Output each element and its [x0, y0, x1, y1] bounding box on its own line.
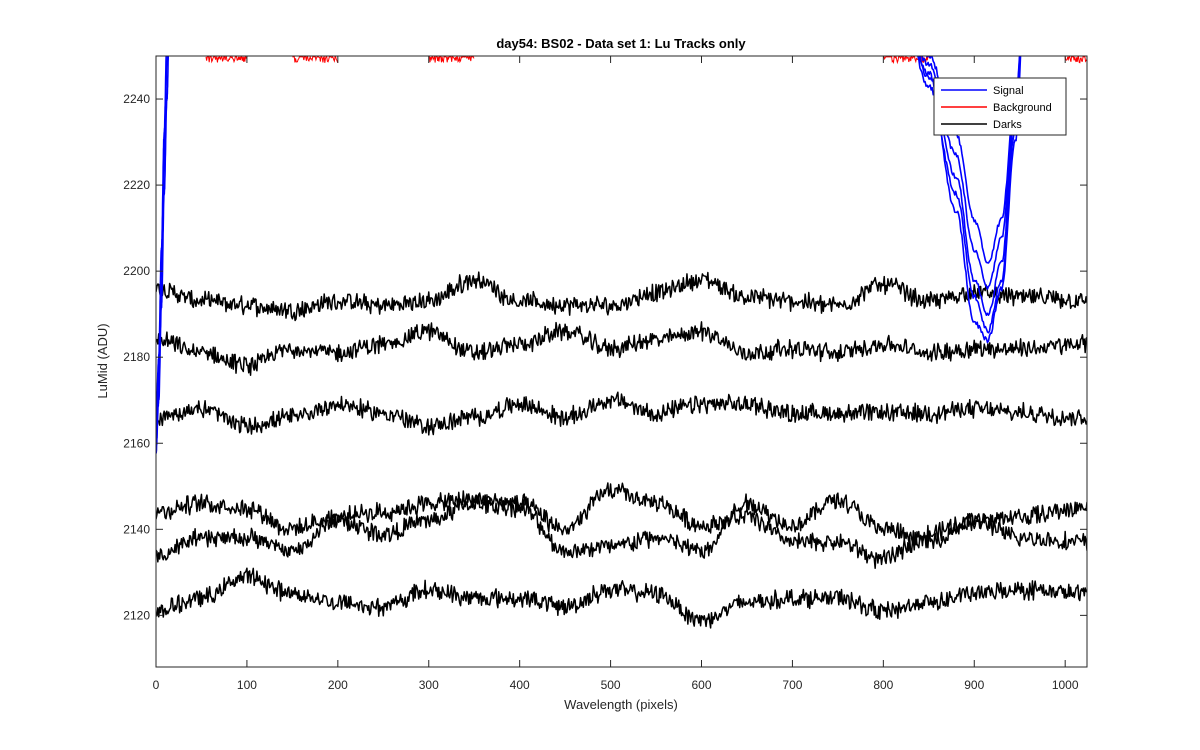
x-tick-label: 0 — [153, 678, 160, 692]
y-tick-label: 2180 — [123, 350, 150, 364]
series-darks-line-5 — [156, 482, 1087, 569]
y-tick-label: 2240 — [123, 92, 150, 106]
legend-label-background: Background — [993, 102, 1052, 114]
series-signal-line-15 — [919, 56, 1022, 344]
series-signal-line-10 — [156, 56, 167, 424]
x-tick-label: 100 — [237, 678, 257, 692]
series-darks-line-4 — [156, 391, 1087, 436]
series-darks-line-3 — [156, 321, 1087, 376]
x-tick-label: 600 — [691, 678, 711, 692]
legend-label-darks: Darks — [993, 119, 1022, 131]
x-tick-label: 500 — [601, 678, 621, 692]
series-background-line — [1064, 56, 1087, 64]
y-tick-label: 2160 — [123, 436, 150, 450]
y-tick-label: 2200 — [123, 264, 150, 278]
x-axis: 0 100 200 300 400 500 600 700 800 900 1000 — [153, 56, 1079, 692]
x-tick-label: 900 — [964, 678, 984, 692]
x-tick-label: 1000 — [1052, 678, 1079, 692]
legend: Signal Background Darks — [933, 77, 1067, 136]
series-layer — [156, 56, 1087, 629]
series-darks-line-7 — [156, 567, 1087, 629]
y-axis-label: LuMid (ADU) — [95, 323, 110, 398]
series-signal-line-12 — [921, 56, 1021, 290]
x-tick-label: 400 — [510, 678, 530, 692]
series-signal-line-11 — [926, 56, 1021, 264]
chart-title: day54: BS02 - Data set 1: Lu Tracks only — [496, 36, 746, 51]
legend-label-signal: Signal — [993, 85, 1024, 97]
series-signal-line-14 — [917, 56, 1021, 334]
x-tick-label: 700 — [782, 678, 802, 692]
y-axis: 2120 2140 2160 2180 2200 2220 2240 — [123, 92, 1087, 622]
series-darks-line-6 — [156, 492, 1087, 563]
series-background-line — [205, 56, 248, 64]
x-axis-label: Wavelength (pixels) — [564, 697, 678, 712]
x-tick-label: 200 — [328, 678, 348, 692]
series-background-line — [292, 56, 339, 63]
y-tick-label: 2140 — [123, 522, 150, 536]
plot-frame — [155, 55, 1088, 668]
series-background-line — [428, 56, 475, 64]
x-tick-label: 300 — [419, 678, 439, 692]
plot-area — [156, 56, 1087, 629]
y-tick-label: 2220 — [123, 178, 150, 192]
y-tick-label: 2120 — [123, 608, 150, 622]
x-tick-label: 800 — [873, 678, 893, 692]
series-darks-line-2 — [156, 271, 1087, 322]
